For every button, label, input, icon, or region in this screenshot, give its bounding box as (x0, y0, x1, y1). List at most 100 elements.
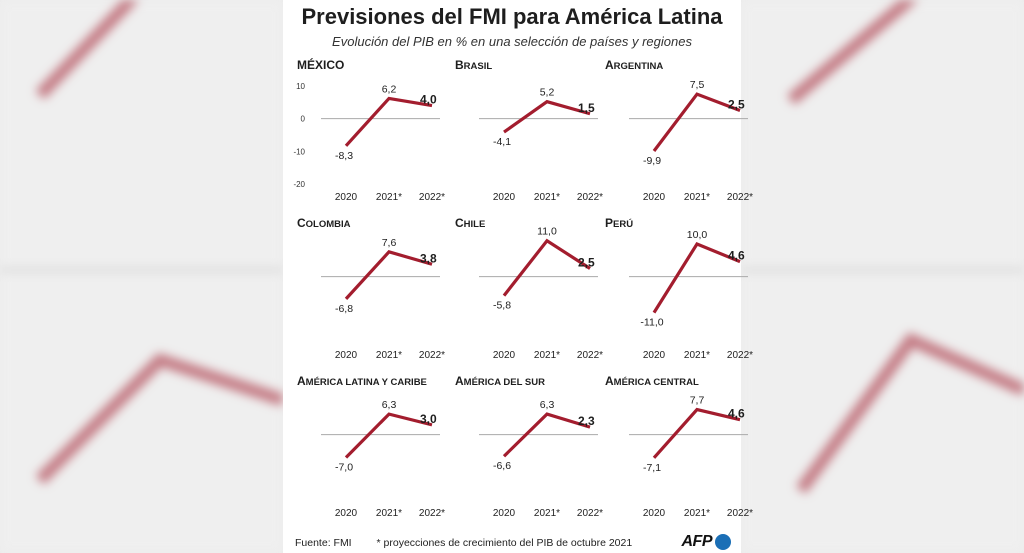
data-label: 2,3 (578, 414, 595, 428)
x-tick-label: 2022* (727, 508, 753, 519)
data-label: -7,0 (335, 462, 353, 474)
data-label: 2,5 (728, 98, 745, 112)
x-tick-label: 2022* (419, 192, 445, 203)
x-tick-label: 2020 (335, 350, 358, 361)
series-line (652, 407, 741, 459)
x-tick-label: 2021* (534, 508, 560, 519)
panel-title: CHILE (455, 216, 485, 230)
x-tick-label: 2022* (727, 192, 753, 203)
data-label: 7,7 (690, 395, 705, 407)
infographic-card: Previsiones del FMI para América Latina … (283, 0, 753, 553)
panel-title: AMÉRICA LATINA Y CARIBE (297, 374, 427, 388)
x-tick-label: 2022* (577, 350, 603, 361)
chart-america-del-sur: AMÉRICA DEL SUR -6,6 6,3 2,3 2020 2021* 2022* (455, 374, 603, 519)
x-tick-label: 2021* (684, 508, 710, 519)
panel-america-del-sur: AMÉRICA DEL SUR -6,6 6,3 2,3 2020 2021* 2022* (453, 372, 603, 522)
x-tick-label: 2022* (577, 508, 603, 519)
x-tick-label: 2020 (643, 508, 666, 519)
chart-peru: PERÚ -11,0 10,0 4,6 2020 2021* 2022* (605, 216, 753, 361)
x-tick-label: 2020 (493, 350, 516, 361)
data-label: 3,8 (420, 251, 437, 265)
blurred-background-left (0, 0, 283, 553)
chart-argentina: ARGENTINA -9,9 7,5 2,5 2020 2021* 2022* (605, 58, 753, 203)
panel-america-latina-y-caribe: AMÉRICA LATINA Y CARIBE -7,0 6,3 3,0 2020 202… (295, 372, 445, 522)
data-label: 6,3 (540, 399, 555, 411)
panel-title: AMÉRICA CENTRAL (605, 374, 699, 388)
data-label: -5,8 (493, 300, 511, 312)
x-tick-label: 2020 (493, 508, 516, 519)
data-label: -7,1 (643, 462, 661, 474)
panel-brasil: BRASIL -4,1 5,2 1,5 2020 2021* 2022* (453, 56, 603, 206)
data-label: -4,1 (493, 136, 511, 148)
data-label: -6,8 (335, 303, 353, 315)
y-tick-label: -10 (293, 147, 305, 156)
data-label: 4,6 (728, 407, 745, 421)
series-line (344, 96, 433, 147)
data-label: 5,2 (540, 87, 555, 99)
data-label: 3,0 (420, 412, 437, 426)
data-label: 10,0 (687, 229, 708, 241)
x-tick-label: 2020 (643, 350, 666, 361)
series-line (503, 99, 591, 134)
x-tick-label: 2021* (376, 350, 402, 361)
source-note: Fuente: FMI (295, 537, 352, 549)
chart-mexico: MÉXICO 10 0 -10 -20 -8,3 6,2 4,0 2020 2021* 2022* (293, 57, 445, 203)
data-label: -6,6 (493, 460, 511, 472)
x-tick-label: 2022* (577, 192, 603, 203)
afp-logo-text: AFP (681, 533, 713, 550)
y-tick-label: -20 (293, 180, 305, 189)
chart-colombia: COLOMBIA -6,8 7,6 3,8 2020 2021* 2022* (297, 216, 445, 361)
x-tick-label: 2022* (727, 350, 753, 361)
x-tick-label: 2021* (684, 350, 710, 361)
data-label: 7,5 (690, 79, 705, 91)
chart-america-central: AMÉRICA CENTRAL -7,1 7,7 4,6 2020 2021* 2022* (605, 374, 753, 519)
x-tick-label: 2021* (376, 192, 402, 203)
x-tick-label: 2021* (376, 508, 402, 519)
y-tick-label: 10 (296, 82, 305, 91)
series-line (344, 250, 433, 300)
panel-chile: CHILE -5,8 11,0 2,5 2020 2021* 2022* (453, 214, 603, 364)
x-tick-label: 2020 (493, 192, 516, 203)
data-label: 7,6 (382, 237, 397, 249)
series-line (344, 412, 433, 459)
panel-title: AMÉRICA DEL SUR (455, 374, 545, 388)
panel-title: COLOMBIA (297, 216, 351, 230)
chart-america-latina-y-caribe: AMÉRICA LATINA Y CARIBE -7,0 6,3 3,0 2020 202… (297, 374, 445, 519)
x-tick-label: 2021* (534, 192, 560, 203)
panel-title: PERÚ (605, 216, 633, 230)
panel-america-central: AMÉRICA CENTRAL -7,1 7,7 4,6 2020 2021* 2022* (603, 372, 753, 522)
panel-title: MÉXICO (297, 57, 344, 72)
panel-peru: PERÚ -11,0 10,0 4,6 2020 2021* 2022* (603, 214, 753, 364)
series-line (502, 412, 591, 458)
panel-colombia: COLOMBIA -6,8 7,6 3,8 2020 2021* 2022* (295, 214, 445, 364)
projection-note: * proyecciones de crecimiento del PIB de… (376, 537, 633, 549)
x-tick-label: 2021* (684, 192, 710, 203)
series-line (652, 92, 741, 152)
data-label: 4,0 (420, 93, 437, 107)
data-label: 6,3 (382, 399, 397, 411)
y-tick-label: 0 (301, 115, 306, 124)
data-label: 4,6 (728, 249, 745, 263)
x-tick-label: 2020 (643, 192, 666, 203)
afp-logo: AFP (681, 533, 731, 551)
footer: Fuente: FMI * proyecciones de crecimient… (295, 537, 632, 549)
data-label: -11,0 (640, 317, 663, 329)
chart-brasil: BRASIL -4,1 5,2 1,5 2020 2021* 2022* (455, 58, 603, 203)
x-tick-label: 2022* (419, 350, 445, 361)
chart-subtitle: Evolución del PIB en % en una selección … (332, 34, 692, 49)
data-label: -9,9 (643, 155, 661, 167)
panel-mexico: MÉXICO 10 0 -10 -20 -8,3 6,2 4,0 2020 2021* 2022* (293, 56, 445, 206)
chart-chile: CHILE -5,8 11,0 2,5 2020 2021* 2022* (455, 216, 603, 361)
panel-argentina: ARGENTINA -9,9 7,5 2,5 2020 2021* 2022* (603, 56, 753, 206)
panel-title: BRASIL (455, 58, 492, 72)
data-label: 1,5 (578, 101, 595, 115)
series-line (502, 238, 591, 297)
data-label: 11,0 (537, 226, 557, 238)
data-label: -8,3 (335, 150, 353, 162)
series-line (652, 242, 741, 314)
data-label: 2,5 (578, 256, 595, 270)
x-tick-label: 2020 (335, 192, 358, 203)
chart-title: Previsiones del FMI para América Latina (301, 4, 723, 29)
blurred-background-right (741, 0, 1024, 553)
panel-title: ARGENTINA (605, 58, 663, 72)
